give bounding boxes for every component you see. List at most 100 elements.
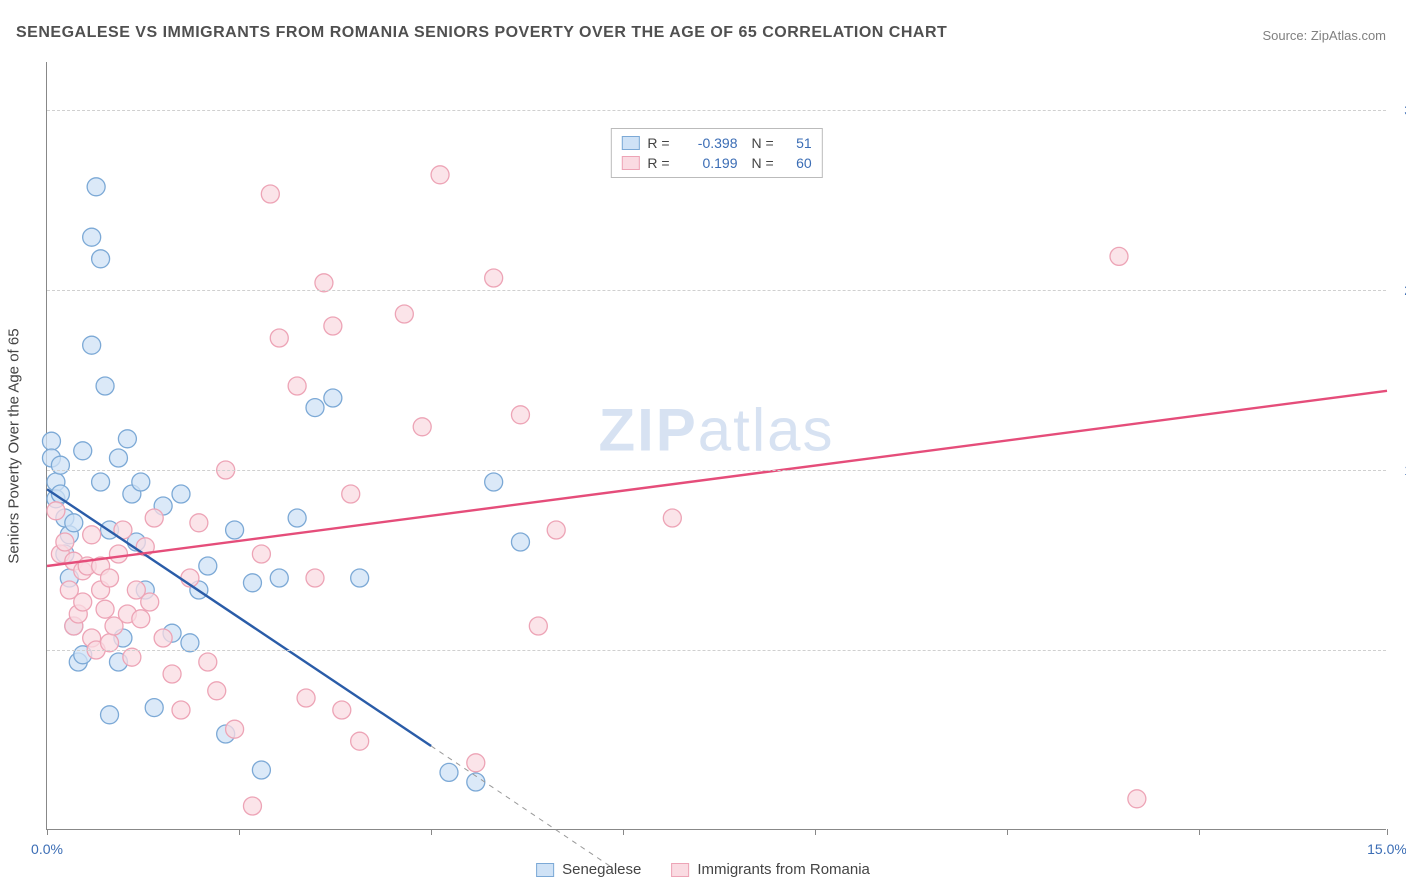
legend-swatch xyxy=(536,863,554,877)
data-point xyxy=(413,418,431,436)
data-point xyxy=(547,521,565,539)
legend-item: Immigrants from Romania xyxy=(671,861,870,878)
x-tick xyxy=(1387,829,1388,835)
legend-swatch xyxy=(621,156,639,170)
data-point xyxy=(118,430,136,448)
data-point xyxy=(132,610,150,628)
chart-title: SENEGALESE VS IMMIGRANTS FROM ROMANIA SE… xyxy=(16,24,947,42)
data-point xyxy=(109,449,127,467)
data-point xyxy=(101,706,119,724)
data-point xyxy=(324,389,342,407)
data-point xyxy=(351,732,369,750)
legend-row: R = -0.398 N = 51 xyxy=(621,133,811,153)
legend-item: Senegalese xyxy=(536,861,641,878)
legend-n-value: 51 xyxy=(782,135,812,151)
legend-n-label: N = xyxy=(752,155,774,171)
data-point xyxy=(297,689,315,707)
data-point xyxy=(1110,247,1128,265)
data-point xyxy=(529,617,547,635)
data-point xyxy=(663,509,681,527)
gridline xyxy=(47,110,1386,111)
x-tick xyxy=(623,829,624,835)
data-point xyxy=(270,329,288,347)
x-tick xyxy=(1199,829,1200,835)
legend-n-value: 60 xyxy=(782,155,812,171)
data-point xyxy=(243,574,261,592)
data-point xyxy=(92,473,110,491)
legend-r-label: R = xyxy=(647,155,669,171)
legend-swatch xyxy=(621,136,639,150)
data-point xyxy=(109,545,127,563)
data-point xyxy=(199,653,217,671)
legend-r-label: R = xyxy=(647,135,669,151)
data-point xyxy=(172,485,190,503)
data-point xyxy=(485,473,503,491)
regression-line xyxy=(47,391,1387,566)
data-point xyxy=(351,569,369,587)
data-point xyxy=(252,545,270,563)
gridline xyxy=(47,290,1386,291)
data-point xyxy=(145,509,163,527)
regression-extrapolation xyxy=(431,746,610,866)
data-point xyxy=(96,377,114,395)
data-point xyxy=(261,185,279,203)
data-point xyxy=(243,797,261,815)
data-point xyxy=(74,442,92,460)
source-label: Source: ZipAtlas.com xyxy=(1262,28,1386,43)
data-point xyxy=(87,178,105,196)
data-point xyxy=(467,754,485,772)
x-tick xyxy=(47,829,48,835)
data-point xyxy=(47,502,65,520)
legend-n-label: N = xyxy=(752,135,774,151)
chart-plot-area: ZIPatlas R =-0.398N =51R =0.199N =60 7.5… xyxy=(46,62,1386,830)
data-point xyxy=(51,456,69,474)
legend-label: Senegalese xyxy=(562,861,641,878)
data-point xyxy=(65,514,83,532)
data-point xyxy=(101,569,119,587)
data-point xyxy=(141,593,159,611)
legend-row: R = 0.199 N = 60 xyxy=(621,153,811,173)
data-point xyxy=(511,406,529,424)
data-point xyxy=(42,432,60,450)
data-point xyxy=(56,533,74,551)
x-tick xyxy=(239,829,240,835)
data-point xyxy=(431,166,449,184)
data-point xyxy=(92,250,110,268)
data-point xyxy=(145,699,163,717)
data-point xyxy=(324,317,342,335)
data-point xyxy=(208,682,226,700)
data-point xyxy=(83,336,101,354)
legend-r-value: 0.199 xyxy=(678,155,738,171)
x-tick xyxy=(815,829,816,835)
data-point xyxy=(511,533,529,551)
data-point xyxy=(190,514,208,532)
data-point xyxy=(132,473,150,491)
legend-r-value: -0.398 xyxy=(678,135,738,151)
data-point xyxy=(172,701,190,719)
data-point xyxy=(96,600,114,618)
data-point xyxy=(154,629,172,647)
legend-label: Immigrants from Romania xyxy=(697,861,870,878)
gridline xyxy=(47,650,1386,651)
data-point xyxy=(1128,790,1146,808)
data-point xyxy=(74,593,92,611)
x-tick-label: 0.0% xyxy=(31,841,63,857)
gridline xyxy=(47,470,1386,471)
legend-swatch xyxy=(671,863,689,877)
data-point xyxy=(252,761,270,779)
data-point xyxy=(288,377,306,395)
data-point xyxy=(306,569,324,587)
x-tick-label: 15.0% xyxy=(1367,841,1406,857)
correlation-legend: R = -0.398 N = 51 R = 0.199 N = 60 xyxy=(610,128,822,178)
data-point xyxy=(333,701,351,719)
data-point xyxy=(226,720,244,738)
data-point xyxy=(226,521,244,539)
data-point xyxy=(306,399,324,417)
y-axis-label: Seniors Poverty Over the Age of 65 xyxy=(6,328,23,563)
data-point xyxy=(485,269,503,287)
data-point xyxy=(395,305,413,323)
data-point xyxy=(83,228,101,246)
data-point xyxy=(83,526,101,544)
series-legend: Senegalese Immigrants from Romania xyxy=(536,861,870,878)
data-point xyxy=(342,485,360,503)
